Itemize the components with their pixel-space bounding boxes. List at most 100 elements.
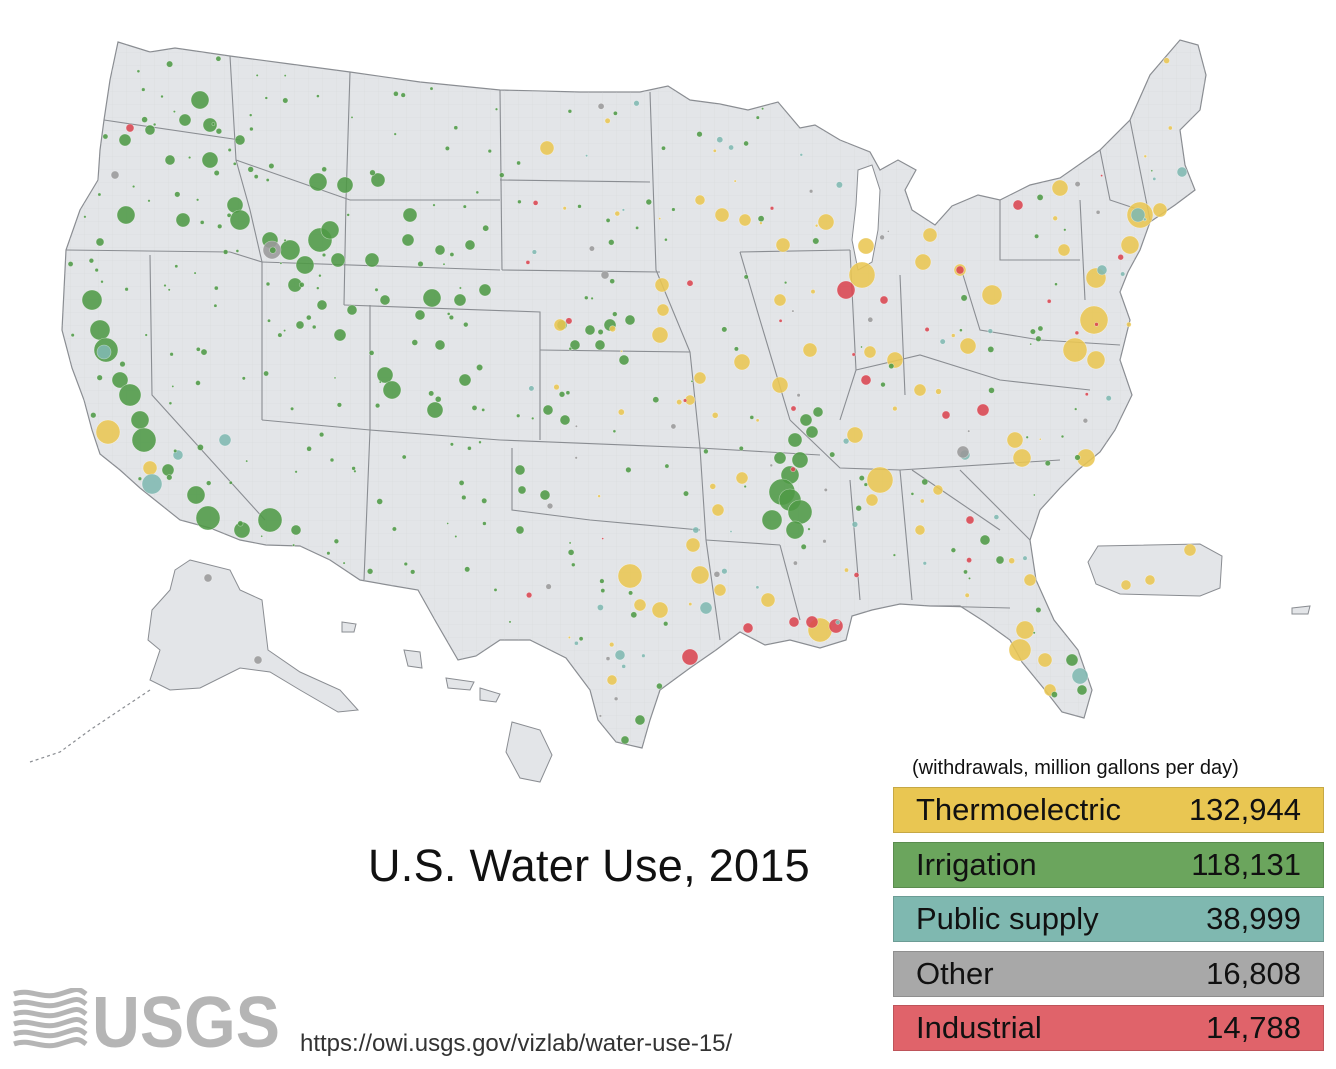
legend-caption: (withdrawals, million gallons per day)	[912, 757, 1239, 779]
other-circle	[600, 270, 610, 280]
legend-value: 14,788	[1206, 1010, 1301, 1045]
irrigation-circle	[402, 207, 418, 223]
county-dot	[141, 87, 146, 92]
county-dot	[222, 249, 229, 255]
county-dot	[147, 199, 151, 203]
county-dot	[769, 463, 773, 468]
county-dot	[620, 349, 623, 353]
irrigation-circle	[379, 294, 391, 306]
county-dot	[525, 591, 533, 599]
puerto-rico	[1087, 543, 1311, 615]
county-dot	[597, 102, 605, 110]
irrigation-circle	[376, 366, 394, 384]
county-dot	[855, 505, 862, 512]
county-dot	[471, 404, 478, 411]
industrial-circle	[742, 622, 754, 634]
county-dot	[671, 207, 676, 212]
hawaii	[341, 621, 553, 783]
county-dot	[605, 656, 611, 661]
industrial-circle	[976, 403, 990, 417]
county-dot	[546, 502, 554, 510]
county-dot	[336, 402, 343, 408]
county-dot	[67, 261, 74, 267]
county-dot	[686, 279, 694, 287]
irrigation-circle	[336, 176, 354, 194]
county-dot	[967, 576, 971, 580]
county-dot	[211, 122, 216, 126]
county-dot	[417, 260, 424, 268]
county-dot	[597, 328, 604, 335]
county-dot	[226, 212, 232, 218]
county-dot	[282, 97, 289, 104]
legend-item-irrigation: Irrigation 118,131	[893, 841, 1324, 888]
county-dot	[318, 273, 322, 278]
county-dot	[454, 534, 458, 538]
county-dot	[263, 370, 269, 377]
county-dot	[574, 456, 578, 460]
county-dot	[528, 385, 535, 392]
irrigation-circle	[542, 404, 554, 416]
county-dot	[1152, 176, 1157, 181]
irrigation-circle	[1076, 684, 1088, 696]
county-dot	[1100, 174, 1104, 178]
county-dot	[321, 252, 327, 258]
county-dot	[444, 145, 450, 151]
county-dot	[1039, 437, 1042, 441]
county-dot	[879, 234, 885, 241]
county-dot	[1143, 217, 1147, 222]
source-url[interactable]: https://owi.usgs.gov/vizlab/water-use-15…	[300, 1030, 733, 1057]
irrigation-circle	[175, 212, 191, 228]
county-dot	[755, 115, 760, 120]
county-dot	[939, 338, 946, 345]
other-circle	[956, 445, 970, 459]
county-dot	[245, 459, 249, 463]
county-dot	[567, 635, 571, 639]
irrigation-circle	[787, 432, 803, 448]
county-dot	[733, 179, 737, 183]
legend-label: Thermoelectric	[916, 792, 1121, 827]
water-use-symbols	[67, 55, 1197, 745]
county-dot	[584, 295, 589, 300]
county-dot	[829, 451, 836, 458]
county-dot	[213, 170, 220, 177]
county-dot	[70, 333, 75, 338]
county-dot	[235, 249, 240, 253]
irrigation-circle	[111, 371, 129, 389]
county-dot	[214, 285, 219, 291]
county-dot	[298, 281, 305, 288]
county-dot	[516, 413, 521, 418]
county-dot	[919, 498, 925, 504]
irrigation-circle	[787, 499, 813, 525]
county-dot	[249, 113, 253, 117]
irrigation-circles	[81, 90, 1088, 745]
thermoelectric-circle	[771, 376, 789, 394]
county-dot	[279, 261, 283, 265]
county-dot	[499, 172, 505, 178]
county-dot	[605, 217, 611, 223]
legend-value: 118,131	[1191, 846, 1301, 882]
county-dot	[305, 314, 312, 321]
county-dot	[374, 287, 379, 292]
county-dot	[215, 128, 223, 135]
irrigation-circle	[791, 451, 809, 469]
county-dot	[585, 154, 589, 158]
county-dot	[376, 498, 384, 505]
county-dot	[482, 521, 487, 526]
county-dot	[967, 429, 971, 433]
industrial-circle	[879, 295, 889, 305]
county-dot	[1082, 418, 1089, 424]
county-dot	[608, 239, 615, 246]
county-dot	[475, 190, 480, 195]
thermoelectric-circle	[617, 563, 643, 589]
county-dot	[635, 225, 640, 230]
irrigation-circle	[382, 380, 402, 400]
industrial-circle	[941, 410, 951, 420]
county-dot	[630, 611, 638, 619]
county-dot	[283, 74, 287, 78]
legend-item-public-supply: Public supply 38,999	[893, 896, 1324, 942]
legend-value: 38,999	[1206, 901, 1301, 936]
irrigation-circle	[1065, 653, 1079, 667]
legend-item-thermoelectric: Thermoelectric 132,944	[893, 787, 1324, 833]
county-dot	[393, 91, 399, 97]
county-dot	[609, 278, 616, 285]
